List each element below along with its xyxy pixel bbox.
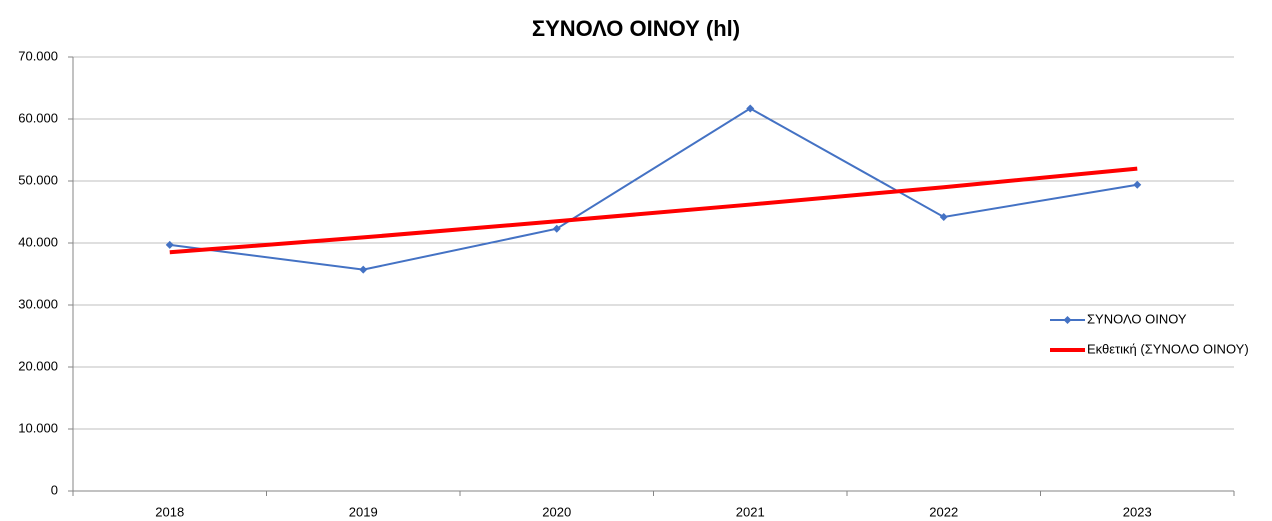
- data-point: [1133, 180, 1142, 189]
- y-tick-label: 0: [51, 482, 58, 497]
- y-tick-label: 70.000: [18, 48, 58, 63]
- legend-label: Εκθετική (ΣΥΝΟΛΟ ΟΙΝΟΥ): [1087, 341, 1249, 356]
- y-tick-label: 20.000: [18, 358, 58, 373]
- x-tick-label: 2023: [1123, 504, 1152, 519]
- y-tick-label: 10.000: [18, 420, 58, 435]
- y-tick-label: 30.000: [18, 296, 58, 311]
- data-point: [746, 104, 755, 113]
- y-tick-label: 50.000: [18, 172, 58, 187]
- series-line: [169, 107, 1138, 271]
- legend-marker: [1063, 316, 1072, 324]
- data-point: [939, 212, 948, 221]
- legend-label: ΣΥΝΟΛΟ ΟΙΝΟΥ: [1087, 311, 1187, 326]
- y-tick-label: 40.000: [18, 234, 58, 249]
- x-tick-label: 2018: [155, 504, 184, 519]
- data-point: [359, 265, 368, 274]
- x-tick-label: 2021: [736, 504, 765, 519]
- x-tick-label: 2020: [542, 504, 571, 519]
- y-tick-label: 60.000: [18, 110, 58, 125]
- data-point: [165, 240, 174, 249]
- data-point: [552, 224, 561, 233]
- chart-title: ΣΥΝΟΛΟ ΟΙΝΟΥ (hl): [532, 16, 740, 41]
- x-tick-label: 2022: [929, 504, 958, 519]
- series-line: [169, 166, 1138, 255]
- x-tick-label: 2019: [349, 504, 378, 519]
